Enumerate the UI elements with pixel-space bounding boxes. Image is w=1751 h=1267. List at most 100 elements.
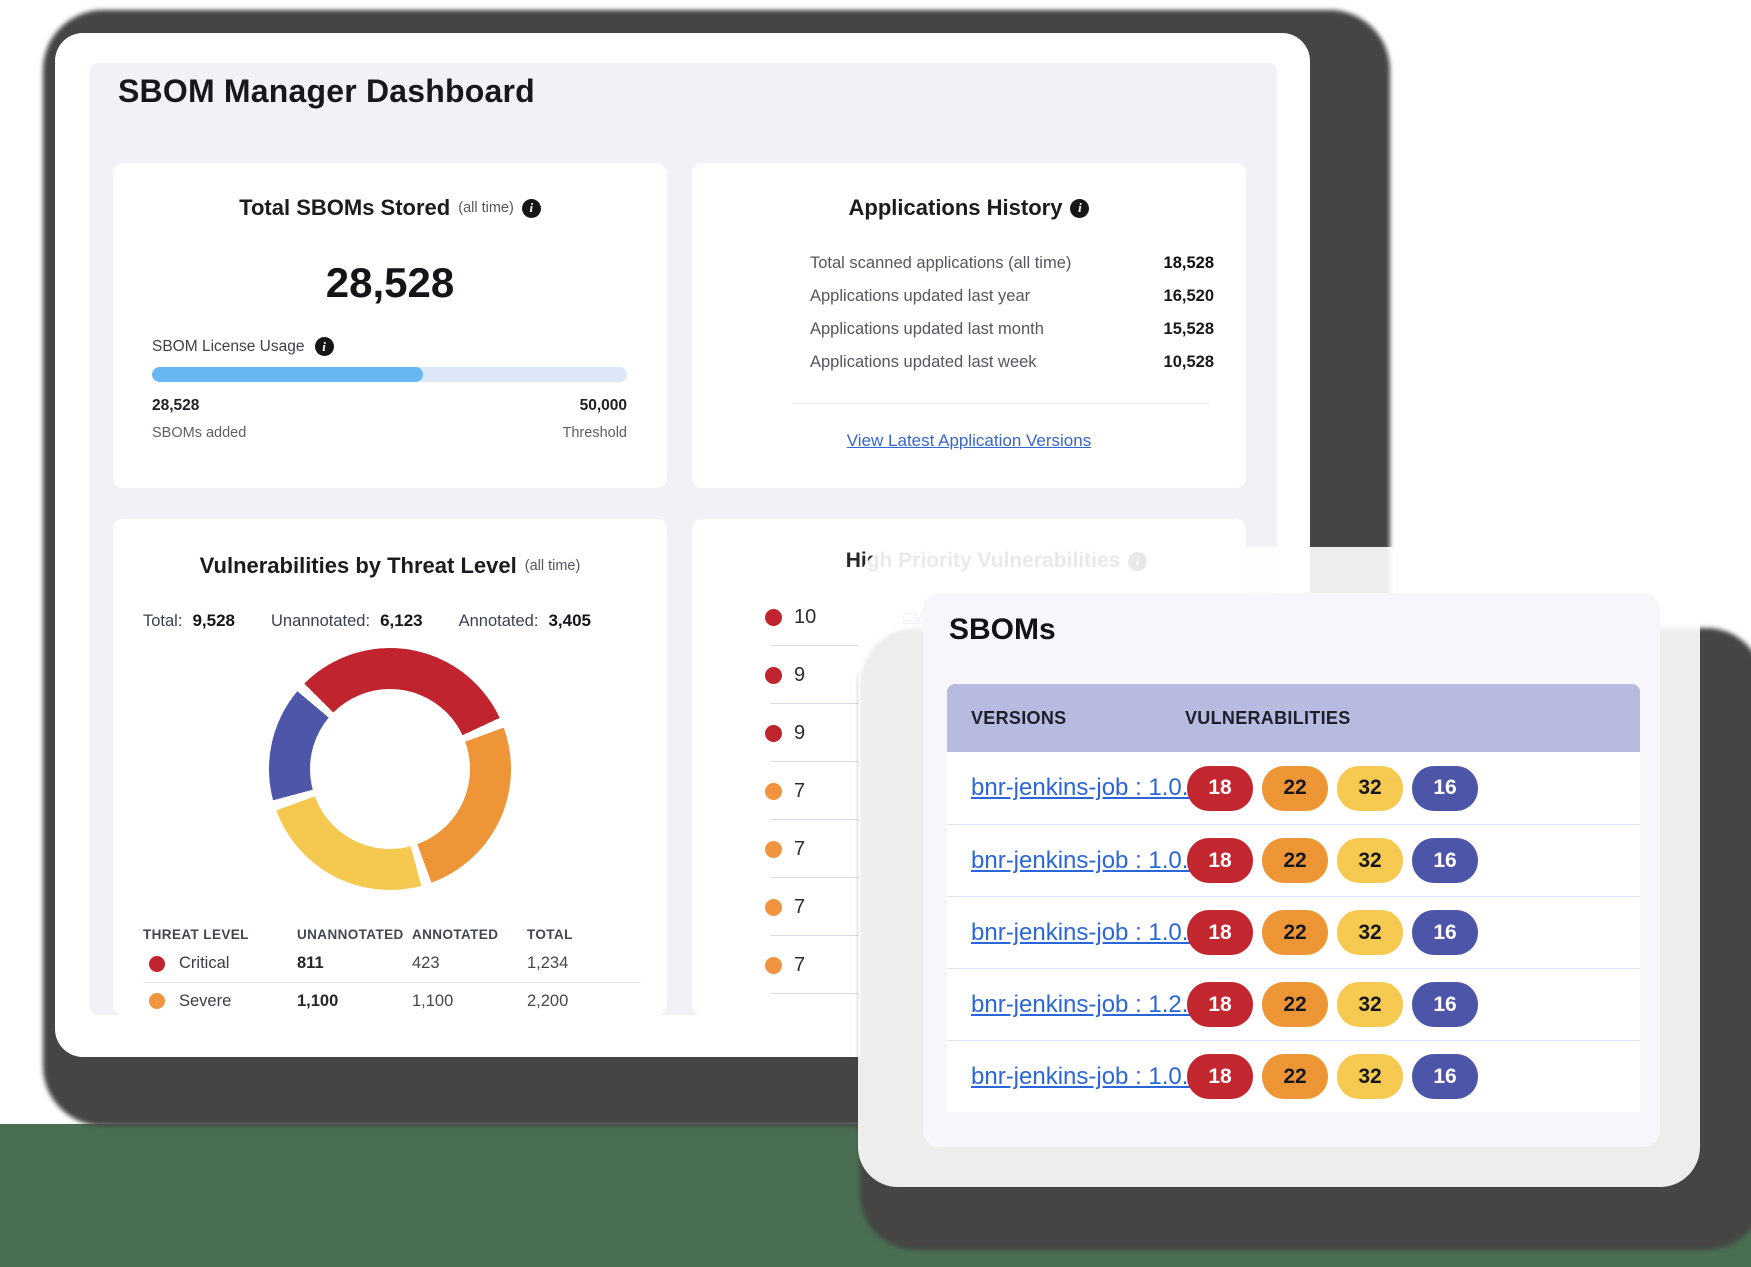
history-row: Applications updated last week 10,528 [810,346,1214,379]
severe-count-badge: 22 [1262,765,1328,811]
sbom-version-link[interactable]: bnr-jenkins-job : 1.2.1 [971,990,1202,1018]
annotated-value: 1,100 [412,991,454,1010]
stat-label: Unannotated: [270,612,371,630]
info-icon[interactable]: i [521,198,541,218]
severe-count-badge: 22 [1262,910,1328,955]
divider [770,877,866,878]
moderate-count-badge: 32 [1337,765,1403,811]
history-label: Total scanned applications (all time) [810,254,1072,272]
sboms-added-caption: SBOMs added [152,425,247,441]
total-value: 2,200 [527,991,569,1010]
low-count-badge: 16 [1412,982,1478,1027]
sboms-table-header: VERSIONS VULNERABILITIES [947,684,1640,752]
card-title: Applications History [848,195,1063,220]
divider [770,819,866,820]
severe-count-badge: 22 [1262,838,1328,883]
severity-dot-icon [765,666,782,684]
license-usage-progress-fill [152,367,423,382]
sboms-table: VERSIONS VULNERABILITIES bnr-jenkins-job… [947,684,1640,1112]
divider [792,403,1210,404]
card-period: (all time) [524,558,581,574]
moderate-count-badge: 32 [1337,910,1403,955]
stat-value: 9,528 [192,611,235,630]
info-icon[interactable]: i [314,337,334,356]
history-row: Total scanned applications (all time) 18… [810,247,1214,280]
sbom-row: bnr-jenkins-job : 1.0.3 18 22 32 16 [947,896,1640,968]
sbom-version-link[interactable]: bnr-jenkins-job : 1.0.2 [971,846,1202,874]
stat-value: 6,123 [380,611,423,630]
annotated-value: 423 [412,954,440,972]
critical-count-badge: 18 [1187,982,1253,1027]
history-value: 18,528 [1163,254,1214,272]
moderate-count-badge: 32 [1337,838,1403,883]
history-value: 10,528 [1163,353,1214,371]
divider [770,993,866,994]
history-value: 16,520 [1163,287,1214,305]
severity-dot-icon [765,898,782,916]
low-count-badge: 16 [1412,1054,1478,1099]
sbom-row: bnr-jenkins-job : 1.0.2 18 22 32 16 [947,824,1640,896]
severe-count-badge: 22 [1262,982,1328,1027]
history-row: Applications updated last year 16,520 [810,280,1214,313]
history-label: Applications updated last year [810,287,1031,305]
sboms-window: SBOMs VERSIONS VULNERABILITIES bnr-jenki… [923,593,1660,1147]
cvss-score: 7 [794,953,806,976]
stat-label: Total: [143,612,183,630]
cvss-score: 9 [794,721,806,744]
threat-level-donut-chart [269,648,511,890]
stat-value: 3,405 [548,611,591,630]
dashboard-window: SBOM Manager Dashboard Total SBOMs Store… [55,33,1310,1057]
history-row: Applications updated last month 15,528 [810,313,1214,346]
severity-dot-icon [765,608,782,626]
sbom-version-link[interactable]: bnr-jenkins-job : 1.0.1 [971,1062,1202,1090]
severity-dot-icon [765,782,782,800]
column-header: ANNOTATED [412,926,499,942]
unannotated-value: 1,100 [297,991,339,1010]
divider [770,645,866,646]
sbom-version-link[interactable]: bnr-jenkins-job : 1.0.1 [971,774,1202,801]
severe-count-badge: 22 [1262,1054,1328,1099]
column-header: VERSIONS [971,707,1067,728]
column-header: THREAT LEVEL [143,926,249,942]
critical-dot-icon [149,955,165,972]
cvss-score: 7 [794,895,806,918]
cvss-score: 7 [794,837,806,860]
low-count-badge: 16 [1412,910,1478,955]
moderate-count-badge: 32 [1337,982,1403,1027]
low-count-badge: 16 [1412,765,1478,811]
total-sboms-card: Total SBOMs Stored (all time) i 28,528 S… [113,163,667,488]
total-sboms-value: 28,528 [325,259,455,306]
threshold-caption: Threshold [562,425,627,441]
sbom-version-link[interactable]: bnr-jenkins-job : 1.0.3 [971,918,1202,946]
unannotated-value: 811 [297,954,324,972]
card-period: (all time) [458,200,514,216]
license-usage-label: SBOM License Usage [152,337,305,355]
info-icon[interactable]: i [1070,198,1090,218]
sboms-title: SBOMs [949,613,1056,646]
column-header: TOTAL [527,926,573,942]
moderate-count-badge: 32 [1337,1054,1403,1099]
level-label: Severe [179,991,232,1010]
divider [770,761,866,762]
page-title: SBOM Manager Dashboard [118,73,535,109]
critical-count-badge: 18 [1187,1054,1253,1099]
view-latest-versions-link[interactable]: View Latest Application Versions [846,431,1092,450]
sboms-added-value: 28,528 [152,397,200,414]
history-value: 15,528 [1163,320,1214,338]
divider [770,935,866,936]
severity-dot-icon [765,724,782,742]
cvss-score: 7 [794,779,806,802]
vulnerabilities-threat-card: Vulnerabilities by Threat Level (all tim… [113,519,667,1015]
applications-history-card: Applications History i Total scanned app… [692,163,1246,488]
severity-dot-icon [765,840,782,858]
sbom-row: bnr-jenkins-job : 1.0.1 18 22 32 16 [947,1040,1640,1112]
critical-count-badge: 18 [1187,838,1253,883]
table-row: Critical 811 423 1,234 [143,945,641,982]
sbom-row: bnr-jenkins-job : 1.2.1 18 22 32 16 [947,968,1640,1040]
severe-dot-icon [149,993,165,1009]
table-row: Severe 1,100 1,100 2,200 [143,982,641,1015]
threat-level-table: THREAT LEVEL UNANNOTATED ANNOTATED TOTAL… [143,923,641,1015]
column-header: VULNERABILITIES [1185,707,1351,728]
card-title: Total SBOMs Stored [239,195,451,220]
